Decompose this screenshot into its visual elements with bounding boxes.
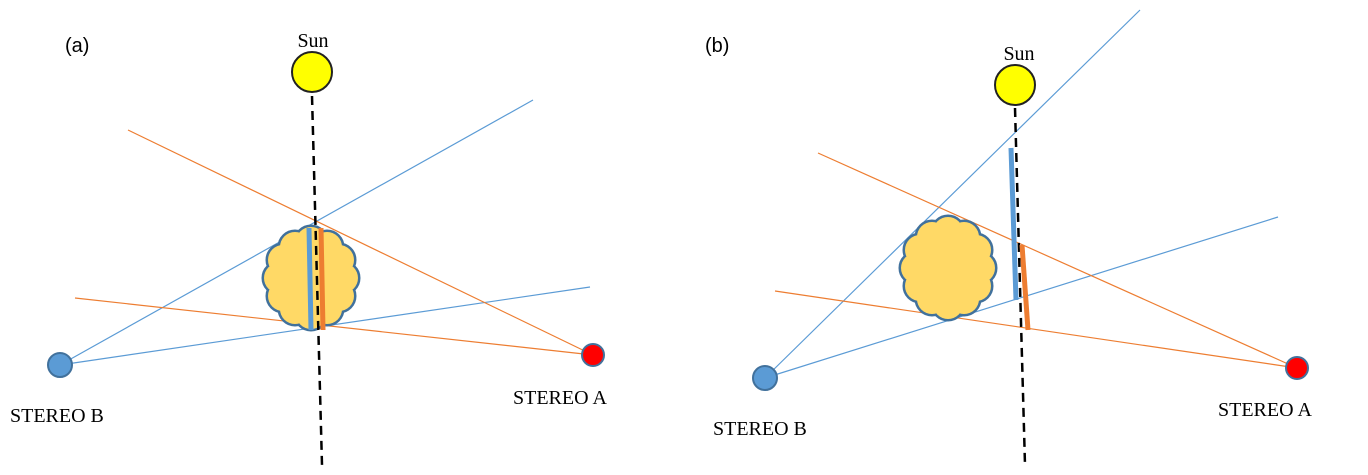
cloud: [901, 217, 995, 319]
diagram: (a) Sun STEREO B STEREO A (b) Sun STEREO…: [0, 0, 1368, 475]
sun: [995, 65, 1035, 105]
stereo-b-label: STEREO B: [10, 405, 104, 427]
sun-label: Sun: [1003, 43, 1034, 65]
stereo-a-label: STEREO A: [513, 387, 607, 409]
sight-line: [818, 153, 1297, 368]
panel-b: (b) Sun STEREO B STEREO A: [705, 10, 1312, 465]
sight-line: [765, 10, 1140, 378]
orange-bar: [321, 228, 323, 330]
panel-label: (b): [705, 35, 729, 57]
orange-bar: [1022, 245, 1028, 330]
stereo-a-label: STEREO A: [1218, 399, 1312, 421]
stereo-a: [582, 344, 604, 366]
sight-line: [775, 291, 1297, 368]
panel-label: (a): [65, 35, 89, 57]
sun: [292, 52, 332, 92]
stereo-b: [753, 366, 777, 390]
stereo-b: [48, 353, 72, 377]
blue-bar: [309, 228, 311, 330]
panel-a: (a) Sun STEREO B STEREO A: [10, 30, 607, 465]
stereo-a: [1286, 357, 1308, 379]
blue-bar: [1011, 148, 1016, 300]
sun-label: Sun: [297, 30, 328, 52]
stereo-b-label: STEREO B: [713, 418, 807, 440]
